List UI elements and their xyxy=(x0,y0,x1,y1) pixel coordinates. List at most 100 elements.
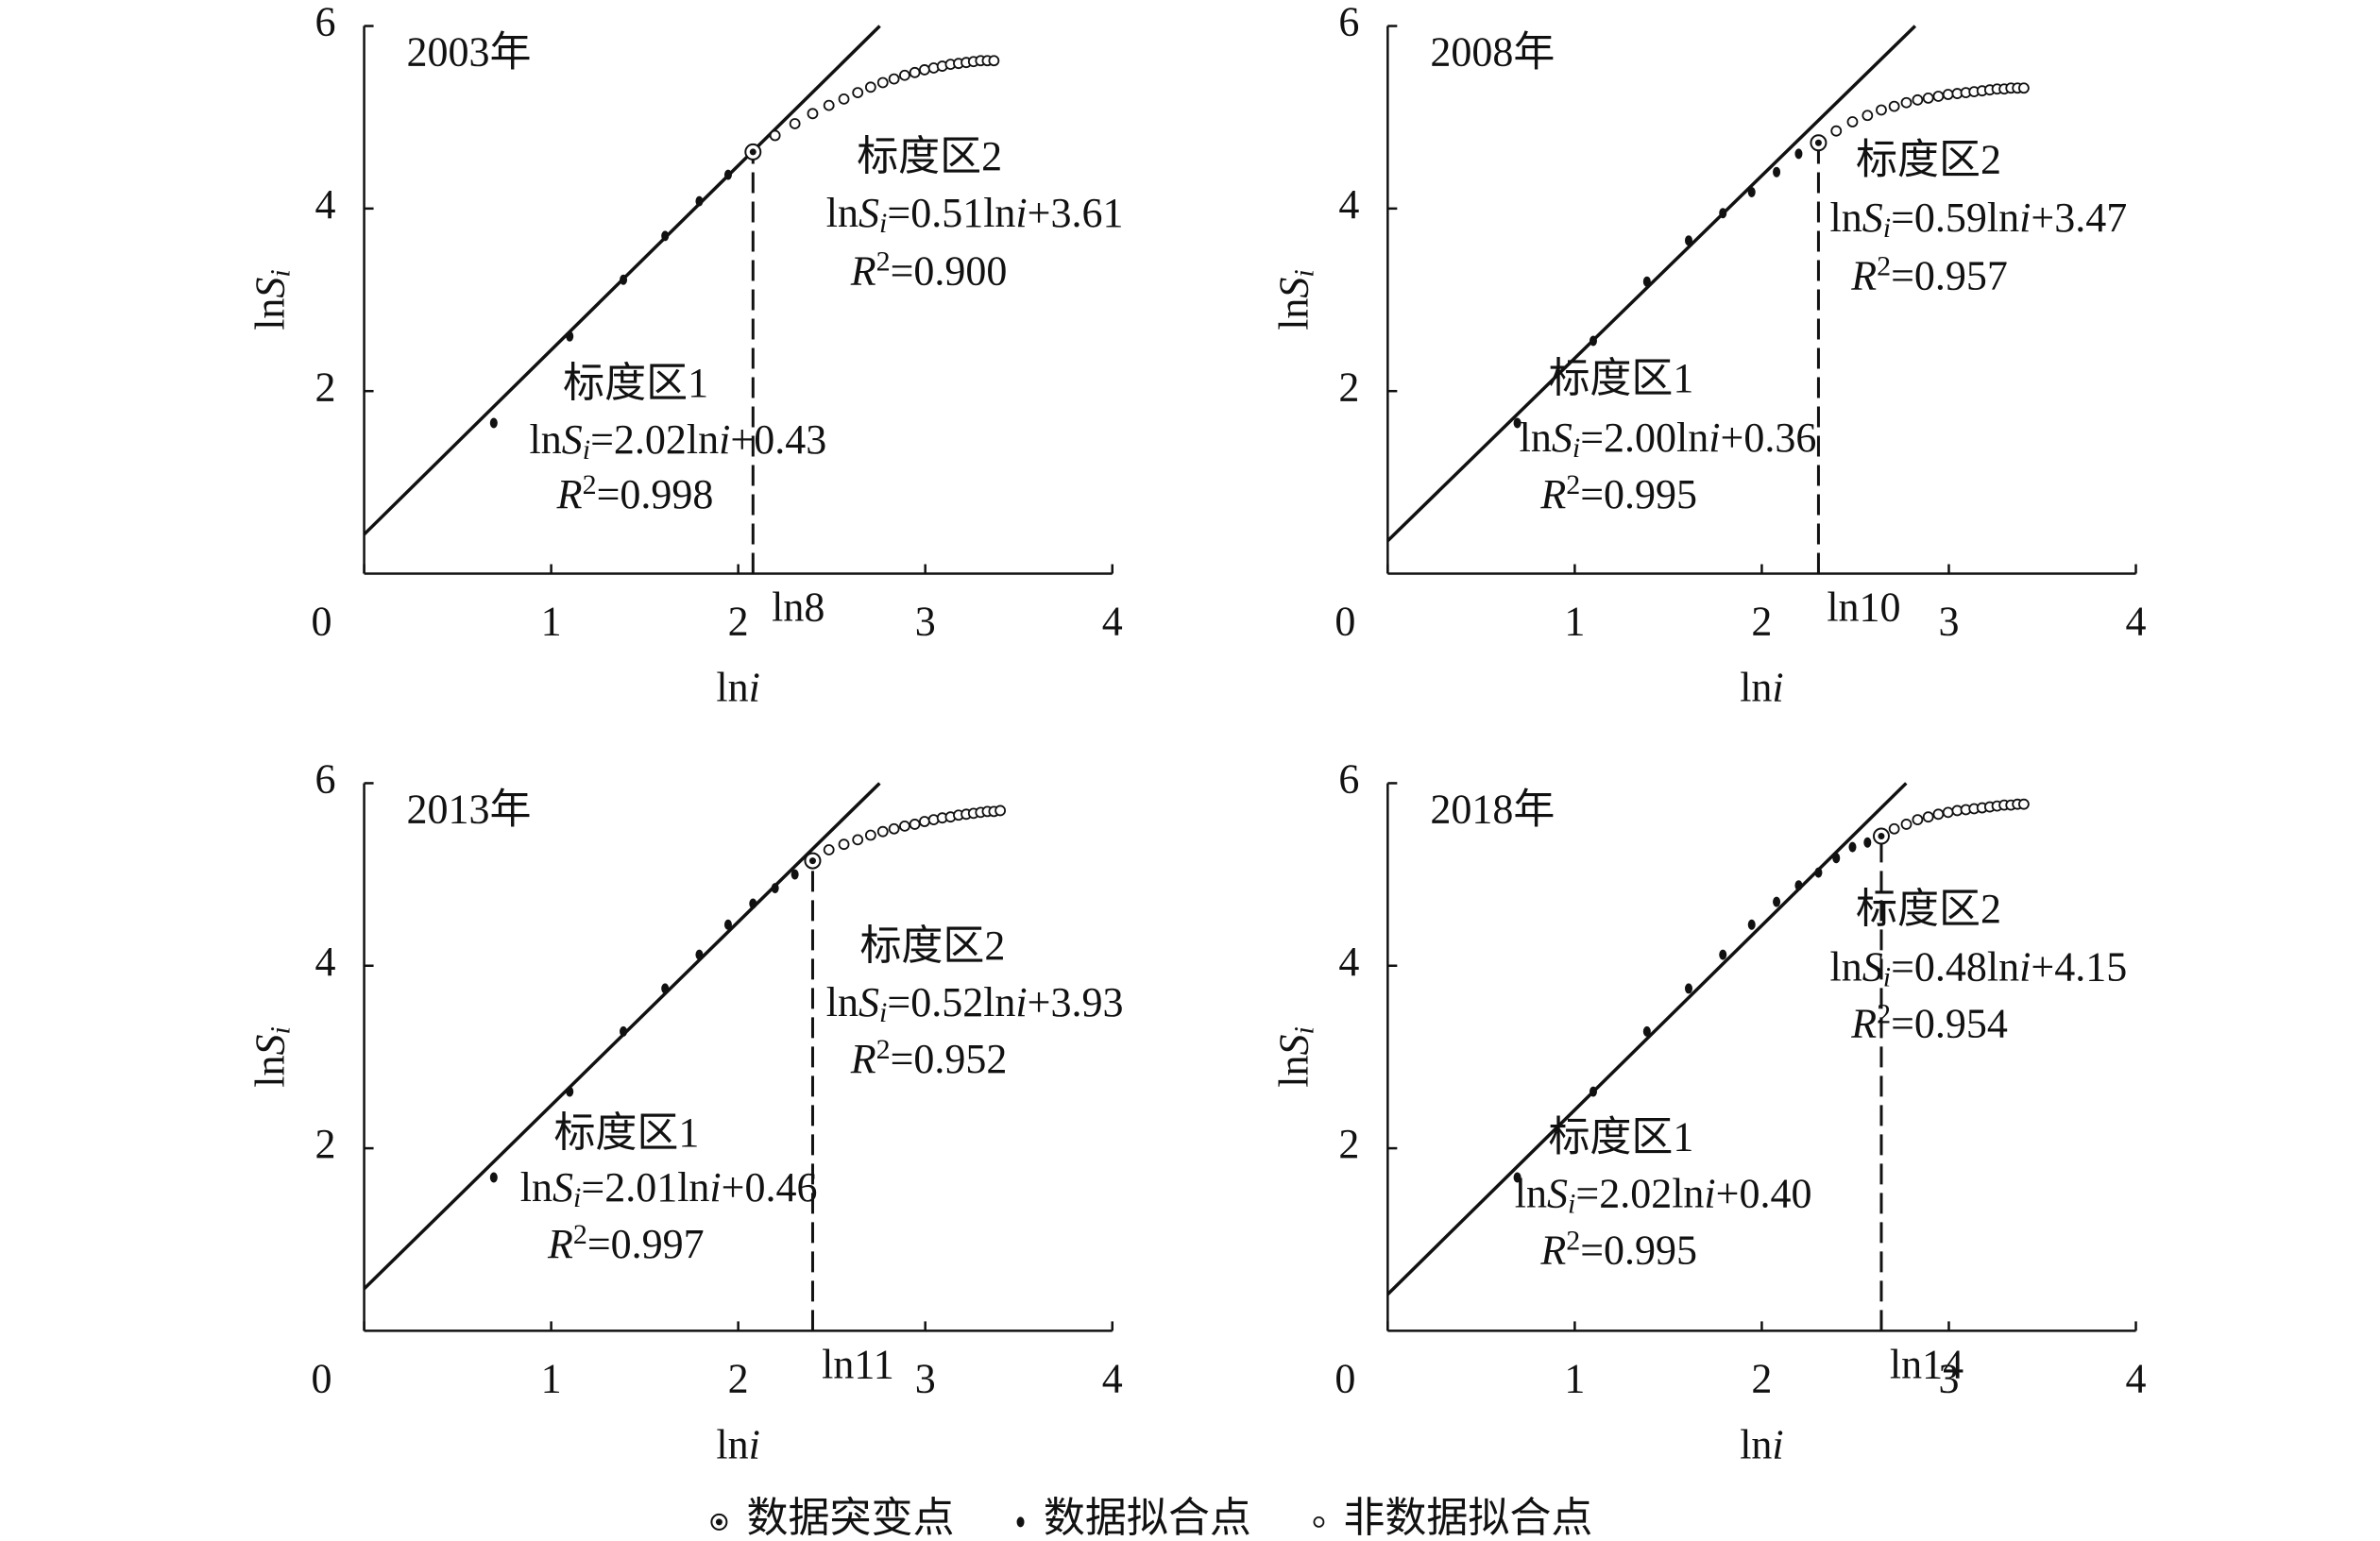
text-part: i xyxy=(1704,1171,1715,1217)
text-part: 2 xyxy=(573,1219,587,1250)
region-label: 标度区1 xyxy=(1548,355,1693,401)
text-part: R xyxy=(1539,1227,1566,1273)
y-tick-label: 4 xyxy=(315,181,336,228)
x-tick-label: 1 xyxy=(541,1355,562,1401)
text-part: ln xyxy=(716,665,748,711)
fit-point xyxy=(566,1086,574,1097)
text-part: ln xyxy=(1830,944,1862,991)
legend-label: 数据突变点 xyxy=(747,1495,955,1541)
fit-point xyxy=(723,919,732,930)
text-part: S xyxy=(1270,278,1317,298)
non-fit-point xyxy=(909,819,921,830)
text-part: i xyxy=(749,1421,760,1467)
x-tick-label: 1 xyxy=(541,599,562,645)
text-part: i xyxy=(1015,190,1027,236)
fit-point xyxy=(790,869,799,880)
non-fit-point xyxy=(876,825,889,838)
text-part: ln xyxy=(1740,1421,1772,1467)
panel-title: 2003年 xyxy=(407,29,532,76)
x-tick-label: 3 xyxy=(1938,1355,1959,1401)
non-fit-point xyxy=(1942,806,1954,819)
text-part: =2.02ln xyxy=(1575,1171,1704,1217)
text-part: ln xyxy=(1740,665,1772,711)
fit-point xyxy=(1747,186,1756,197)
fit-point xyxy=(489,1172,498,1183)
non-fit-point xyxy=(864,829,876,841)
panel-title: 2008年 xyxy=(1430,29,1555,76)
text-part: =0.952 xyxy=(891,1036,1008,1082)
text-part: S xyxy=(858,190,879,236)
x-tick-label: 0 xyxy=(1334,1355,1355,1401)
fit-point xyxy=(1642,1025,1651,1037)
text-part: R xyxy=(1850,253,1877,299)
text-part: =2.00ln xyxy=(1580,415,1708,461)
panel-title: 2013年 xyxy=(407,787,532,833)
text-part: =0.59ln xyxy=(1891,195,2019,241)
non-fit-point xyxy=(823,99,835,111)
non-fit-point xyxy=(888,73,900,85)
rich-text: R2=0.957 xyxy=(1850,250,2008,298)
rich-text: lnSi=2.02lni+0.43 xyxy=(530,416,827,466)
text-part: +3.47 xyxy=(2031,195,2127,241)
fit-point xyxy=(566,330,574,342)
x-tick-label: 2 xyxy=(1751,1355,1772,1401)
text-part: =0.900 xyxy=(891,248,1008,295)
non-fit-point xyxy=(807,108,819,120)
fit-point xyxy=(1684,235,1692,246)
non-fit-point xyxy=(1932,808,1945,821)
panel-title: 2018年 xyxy=(1430,787,1555,833)
text-part: S xyxy=(1862,195,1883,241)
non-fit-point xyxy=(852,87,864,99)
rich-text: lnSi=2.02lni+0.40 xyxy=(1515,1171,1812,1220)
text-part: =0.995 xyxy=(1580,471,1697,517)
text-part: R xyxy=(1850,1001,1877,1047)
rich-text: lnSi=0.48lni+4.15 xyxy=(1830,944,2128,993)
text-part: ln xyxy=(716,1421,748,1467)
non-fit-point xyxy=(1942,89,1954,100)
fit-point xyxy=(1848,841,1857,853)
text-part: i xyxy=(573,1182,581,1213)
fit-point xyxy=(695,949,704,960)
text-part: i xyxy=(1883,212,1891,244)
text-part: =0.52ln xyxy=(887,979,1015,1025)
x-tick-label: 0 xyxy=(1334,599,1355,645)
text-part: i xyxy=(583,434,590,466)
text-part: S xyxy=(247,278,294,298)
text-part: ln xyxy=(247,298,294,330)
text-part: i xyxy=(879,208,887,239)
y-tick-label: 4 xyxy=(315,939,336,985)
text-part: S xyxy=(858,979,879,1025)
fit-point xyxy=(1642,276,1651,287)
fit-point xyxy=(1589,335,1597,347)
text-part: ln xyxy=(826,979,858,1025)
text-part: ln xyxy=(1270,1055,1317,1087)
fit-point xyxy=(1513,1172,1522,1183)
x-tick-label: 4 xyxy=(1102,599,1123,645)
non-fit-point xyxy=(864,81,876,93)
text-part: i xyxy=(1772,665,1783,711)
non-fit-point xyxy=(2017,82,2030,94)
text-part: =2.02ln xyxy=(590,416,719,463)
region-label: 标度区2 xyxy=(1856,136,2001,182)
x-tick-label: 3 xyxy=(915,599,936,645)
non-fit-point xyxy=(876,76,889,89)
rich-text: lnSi=0.59lni+3.47 xyxy=(1830,195,2128,244)
text-part: ln xyxy=(1270,298,1317,330)
fit-line xyxy=(1386,782,1908,1295)
text-part: +0.46 xyxy=(722,1164,818,1211)
rich-text: lni xyxy=(716,665,759,711)
non-fit-point xyxy=(988,55,1000,67)
text-part: i xyxy=(1772,1421,1783,1467)
text-part: S xyxy=(1547,1171,1568,1217)
non-fit-point xyxy=(994,804,1007,817)
text-part: =0.995 xyxy=(1580,1227,1697,1273)
y-tick-label: 4 xyxy=(1338,181,1359,228)
text-part: =2.01ln xyxy=(581,1164,709,1211)
text-part: 2 xyxy=(1877,250,1891,281)
y-tick-label: 6 xyxy=(1338,0,1359,45)
text-part: 2 xyxy=(876,1034,891,1065)
region-label: 标度区1 xyxy=(1548,1114,1693,1160)
y-tick-label: 2 xyxy=(1338,364,1359,410)
non-fit-point xyxy=(2017,798,2030,810)
